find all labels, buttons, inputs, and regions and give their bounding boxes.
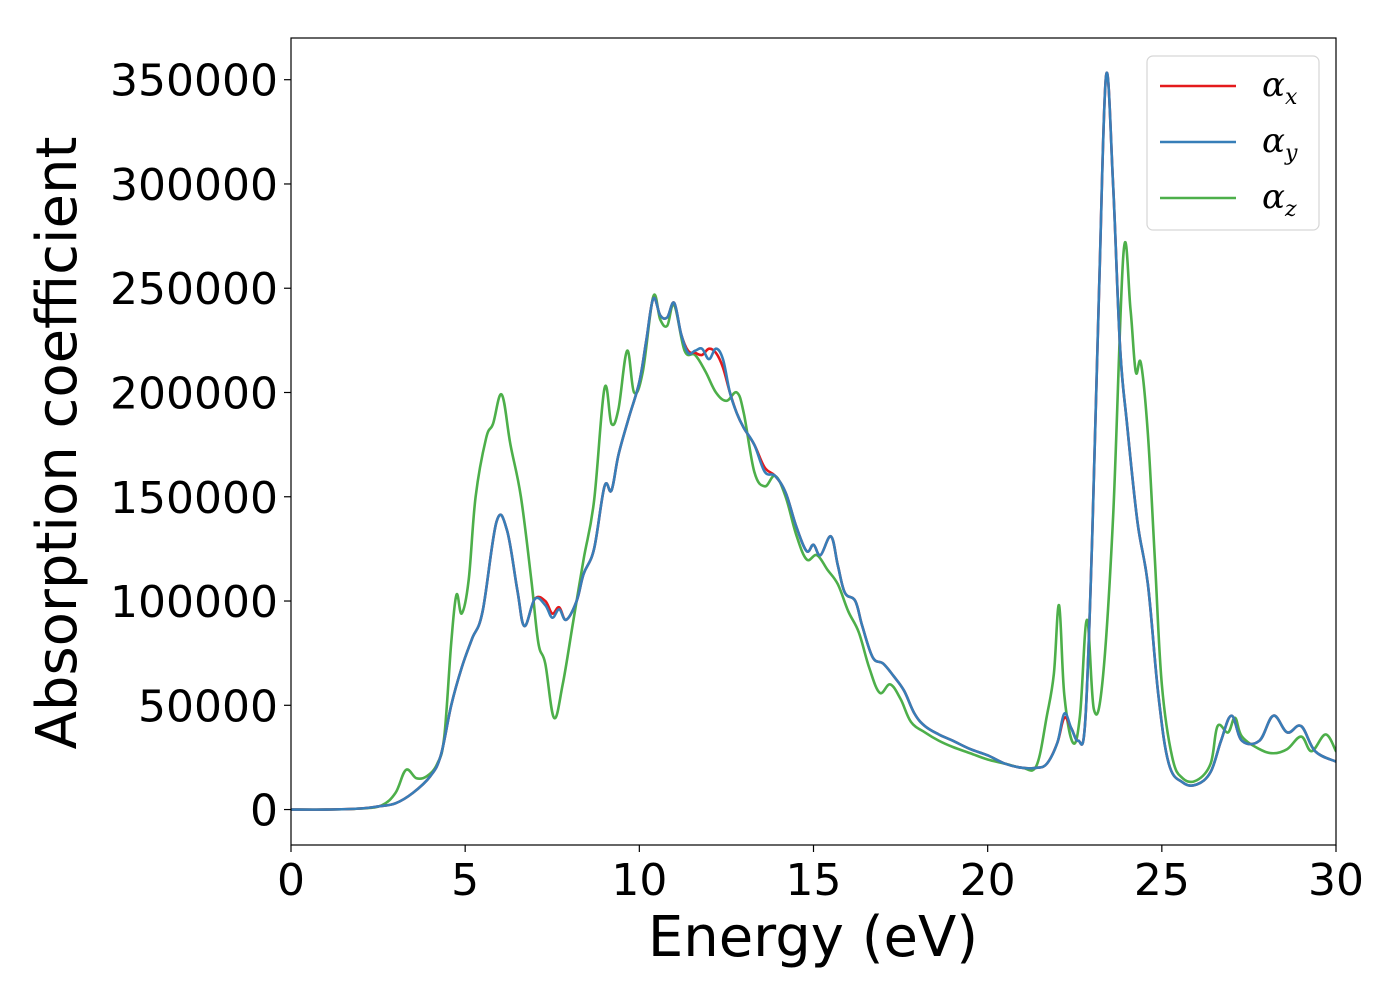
y-tick-label: 200000 — [110, 368, 278, 419]
y-tick-label: 100000 — [110, 577, 278, 628]
series-line-alpha-z — [291, 241, 1336, 811]
x-tick-label: 0 — [277, 855, 305, 906]
y-tick-label: 300000 — [110, 160, 278, 211]
x-tick-label: 15 — [786, 855, 842, 906]
y-tick-label: 250000 — [110, 264, 278, 315]
legend-entry-alpha-z: αz — [1262, 177, 1297, 222]
x-axis-label: Energy (eV) — [648, 905, 978, 970]
axes-layer: 0 5 10 15 20 25 30 0 50000 100000 150000 200000 2500… — [110, 37, 1364, 906]
y-tick-label: 150000 — [110, 473, 278, 524]
y-tick-label: 50000 — [138, 681, 278, 732]
y-axis-label: Absorption coefficient — [25, 137, 90, 750]
y-tick-label: 350000 — [110, 56, 278, 107]
x-tick-label: 5 — [451, 855, 479, 906]
y-tick-label: 0 — [250, 786, 278, 837]
x-tick-label: 20 — [960, 855, 1016, 906]
legend: αx αy αz — [1146, 55, 1320, 231]
x-tick-label: 10 — [611, 855, 667, 906]
x-tick-label: 25 — [1134, 855, 1190, 906]
series-layer — [291, 71, 1336, 811]
series-line-alpha-y — [291, 71, 1336, 811]
legend-entry-alpha-y: αy — [1262, 121, 1298, 166]
x-tick-label: 30 — [1308, 855, 1364, 906]
legend-entry-alpha-x: αx — [1262, 65, 1298, 110]
